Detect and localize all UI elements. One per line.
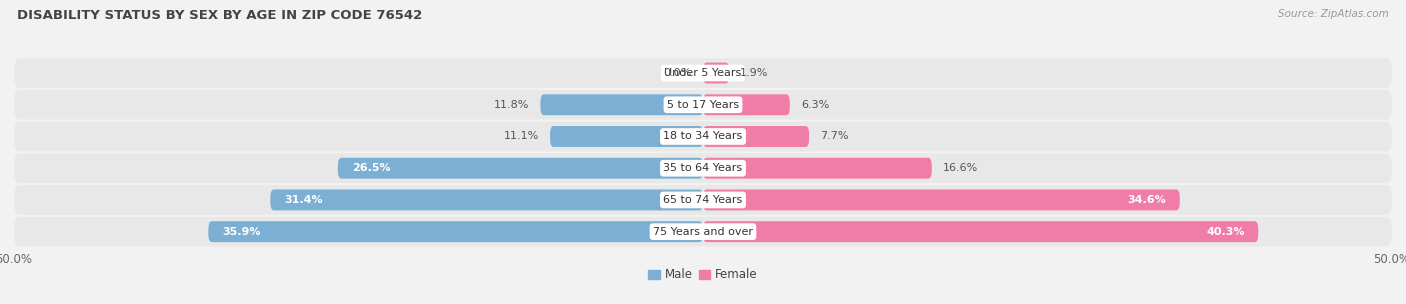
Text: 1.9%: 1.9% bbox=[740, 68, 769, 78]
FancyBboxPatch shape bbox=[14, 90, 1392, 119]
Text: 31.4%: 31.4% bbox=[284, 195, 323, 205]
FancyBboxPatch shape bbox=[14, 154, 1392, 183]
Text: 26.5%: 26.5% bbox=[352, 163, 391, 173]
Text: 0.0%: 0.0% bbox=[664, 68, 692, 78]
Text: Source: ZipAtlas.com: Source: ZipAtlas.com bbox=[1278, 9, 1389, 19]
FancyBboxPatch shape bbox=[703, 63, 730, 84]
FancyBboxPatch shape bbox=[540, 94, 703, 115]
Legend: Male, Female: Male, Female bbox=[644, 264, 762, 286]
Text: 65 to 74 Years: 65 to 74 Years bbox=[664, 195, 742, 205]
FancyBboxPatch shape bbox=[550, 126, 703, 147]
Text: 5 to 17 Years: 5 to 17 Years bbox=[666, 100, 740, 110]
Text: 34.6%: 34.6% bbox=[1128, 195, 1166, 205]
Text: 35.9%: 35.9% bbox=[222, 227, 260, 237]
Text: 18 to 34 Years: 18 to 34 Years bbox=[664, 132, 742, 141]
Text: 75 Years and over: 75 Years and over bbox=[652, 227, 754, 237]
Text: Under 5 Years: Under 5 Years bbox=[665, 68, 741, 78]
Text: DISABILITY STATUS BY SEX BY AGE IN ZIP CODE 76542: DISABILITY STATUS BY SEX BY AGE IN ZIP C… bbox=[17, 9, 422, 22]
FancyBboxPatch shape bbox=[14, 185, 1392, 215]
Text: 11.8%: 11.8% bbox=[494, 100, 530, 110]
FancyBboxPatch shape bbox=[703, 126, 808, 147]
FancyBboxPatch shape bbox=[14, 217, 1392, 247]
FancyBboxPatch shape bbox=[703, 221, 1258, 242]
FancyBboxPatch shape bbox=[703, 94, 790, 115]
Text: 11.1%: 11.1% bbox=[503, 132, 538, 141]
Text: 7.7%: 7.7% bbox=[820, 132, 849, 141]
Text: 35 to 64 Years: 35 to 64 Years bbox=[664, 163, 742, 173]
FancyBboxPatch shape bbox=[208, 221, 703, 242]
Text: 40.3%: 40.3% bbox=[1206, 227, 1244, 237]
FancyBboxPatch shape bbox=[14, 58, 1392, 88]
FancyBboxPatch shape bbox=[337, 158, 703, 179]
FancyBboxPatch shape bbox=[703, 189, 1180, 210]
FancyBboxPatch shape bbox=[14, 122, 1392, 151]
Text: 6.3%: 6.3% bbox=[801, 100, 830, 110]
Text: 16.6%: 16.6% bbox=[943, 163, 979, 173]
FancyBboxPatch shape bbox=[703, 158, 932, 179]
FancyBboxPatch shape bbox=[270, 189, 703, 210]
